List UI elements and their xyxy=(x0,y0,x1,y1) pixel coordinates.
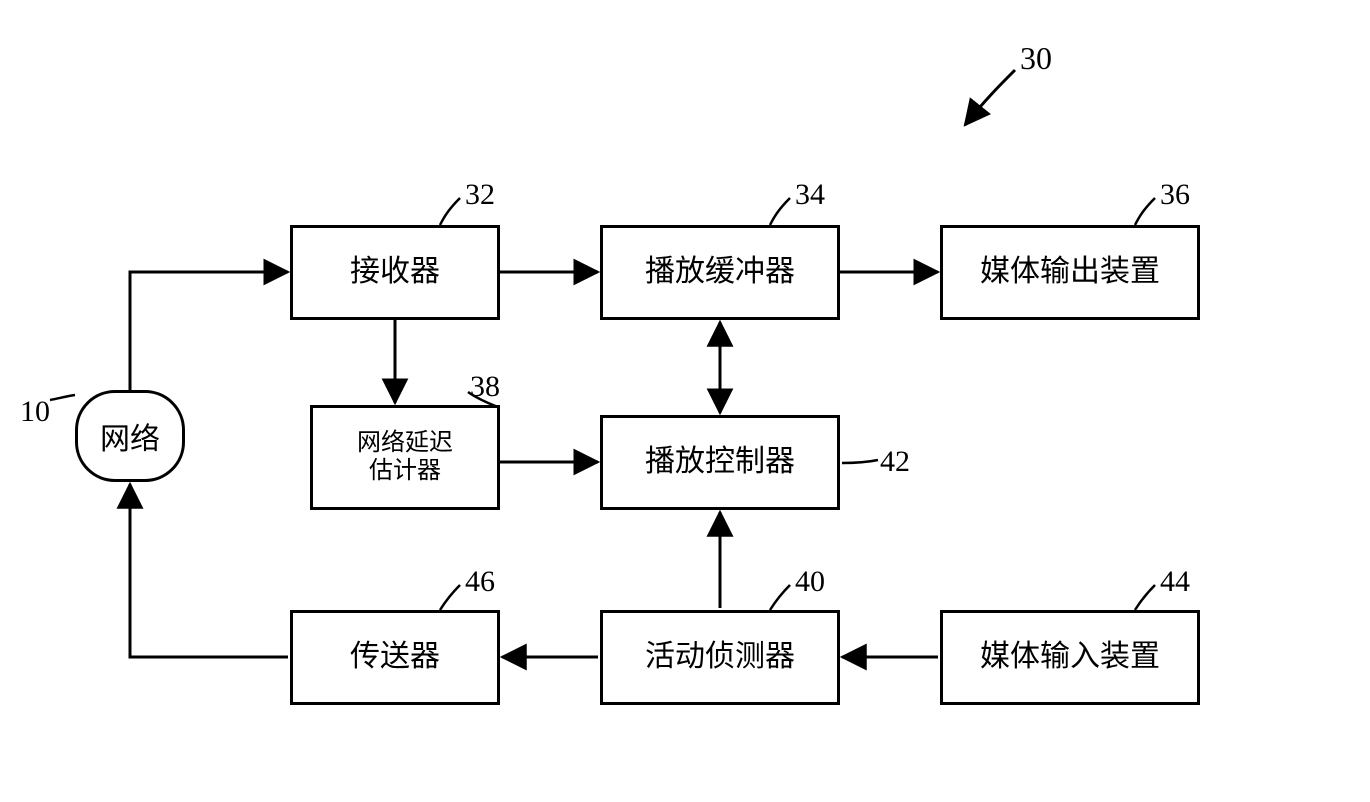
node-estimator-text1: 网络延迟 xyxy=(357,430,453,458)
label-buffer-text: 34 xyxy=(795,178,825,211)
node-input: 媒体输入装置 xyxy=(940,610,1200,705)
label-detector-text: 40 xyxy=(795,565,825,598)
node-buffer-text: 播放缓冲器 xyxy=(645,255,795,290)
node-controller: 播放控制器 xyxy=(600,415,840,510)
node-receiver: 接收器 xyxy=(290,225,500,320)
label-sender-text: 46 xyxy=(465,565,495,598)
node-detector-text: 活动侦测器 xyxy=(645,640,795,675)
node-output: 媒体输出装置 xyxy=(940,225,1200,320)
label-receiver-text: 32 xyxy=(465,178,495,211)
label-controller-text: 42 xyxy=(880,445,910,478)
label-output: 36 xyxy=(1160,178,1190,212)
node-sender-text: 传送器 xyxy=(350,640,440,675)
node-sender: 传送器 xyxy=(290,610,500,705)
node-estimator-text2: 估计器 xyxy=(369,458,441,486)
label-detector: 40 xyxy=(795,565,825,599)
node-input-text: 媒体输入装置 xyxy=(980,640,1160,675)
label-estimator: 38 xyxy=(470,370,500,404)
label-buffer: 34 xyxy=(795,178,825,212)
label-estimator-text: 38 xyxy=(470,370,500,403)
node-network: 网络 xyxy=(75,390,185,482)
node-buffer: 播放缓冲器 xyxy=(600,225,840,320)
node-controller-text: 播放控制器 xyxy=(645,445,795,480)
label-output-text: 36 xyxy=(1160,178,1190,211)
node-detector: 活动侦测器 xyxy=(600,610,840,705)
node-estimator: 网络延迟 估计器 xyxy=(310,405,500,510)
figure-label-text: 30 xyxy=(1020,40,1052,76)
label-network: 10 xyxy=(20,395,50,429)
node-receiver-text: 接收器 xyxy=(350,255,440,290)
diagram-canvas: 30 网络 10 接收器 32 播放缓冲器 34 媒体输出装置 36 网络延迟 … xyxy=(0,0,1370,802)
figure-label: 30 xyxy=(1020,40,1052,77)
label-network-text: 10 xyxy=(20,395,50,428)
label-input: 44 xyxy=(1160,565,1190,599)
label-sender: 46 xyxy=(465,565,495,599)
label-receiver: 32 xyxy=(465,178,495,212)
node-output-text: 媒体输出装置 xyxy=(980,255,1160,290)
node-network-text: 网络 xyxy=(100,414,160,458)
label-controller: 42 xyxy=(880,445,910,479)
label-input-text: 44 xyxy=(1160,565,1190,598)
